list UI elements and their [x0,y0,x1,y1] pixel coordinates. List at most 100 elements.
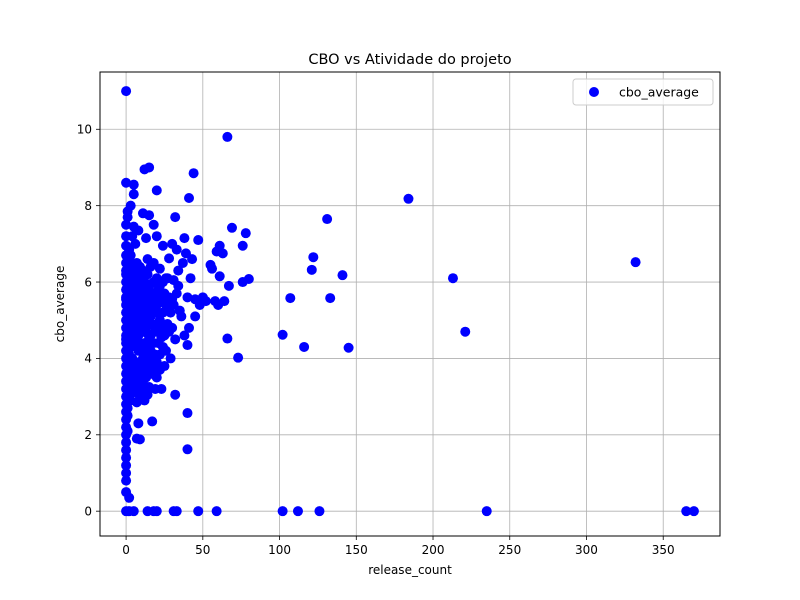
data-point [122,403,133,414]
data-point [121,467,132,478]
data-point [142,296,153,307]
data-point [156,383,167,394]
data-point [157,307,168,318]
data-point [151,372,162,383]
data-point [211,506,222,517]
data-point [128,506,139,517]
data-point [121,437,132,448]
legend: cbo_average [572,78,714,106]
data-point [121,460,132,471]
data-point [141,233,152,244]
data-point [128,179,139,190]
data-point [207,263,218,274]
data-point [121,414,132,425]
data-point [160,345,171,356]
x-tick-label: 300 [575,543,598,557]
data-point [148,361,159,372]
data-point [222,333,233,344]
data-point [190,311,201,322]
data-point [176,311,187,322]
data-point [173,265,184,276]
grid [100,72,720,536]
data-point [481,506,492,517]
data-point [128,189,139,200]
data-point [164,292,175,303]
x-tick-label: 0 [122,543,130,557]
data-point [185,273,196,284]
data-point [179,330,190,341]
data-point [173,280,184,291]
data-point [121,231,132,242]
data-point [122,212,133,223]
data-point [193,235,204,246]
data-point [681,506,692,517]
data-point [277,506,288,517]
data-point [214,271,225,282]
data-point [121,429,132,440]
data-point [160,299,171,310]
x-axis-title: release_count [368,563,452,577]
data-point [131,397,142,408]
data-point [121,219,132,230]
y-tick-label: 10 [77,123,92,137]
data-point [121,422,132,433]
data-point [285,293,296,304]
data-point [343,342,354,353]
data-point [170,334,181,345]
data-point [630,257,641,268]
data-point [142,269,153,280]
data-point [144,210,155,221]
legend-box [572,78,714,106]
data-point [165,353,176,364]
data-point [165,307,176,318]
legend-marker [589,87,599,97]
data-point [277,329,288,340]
data-point [403,193,414,204]
data-point [167,322,178,333]
data-point [171,288,182,299]
x-tick-label: 100 [268,543,291,557]
axis-ticks: 0 50 100 150 200 250 300 350 0 2 4 6 8 10 [77,123,675,557]
data-point [184,193,195,204]
y-tick-label: 8 [84,199,92,213]
data-point [168,299,179,310]
data-point [151,506,162,517]
x-tick-label: 150 [345,543,368,557]
data-point [134,261,145,272]
data-point [292,506,303,517]
data-point [139,395,150,406]
y-tick-label: 2 [84,428,92,442]
data-point [314,506,325,517]
y-tick-label: 4 [84,352,92,366]
data-point [222,131,233,142]
data-point [200,296,211,307]
data-points [121,86,699,517]
data-point [139,164,150,175]
data-point [162,273,173,284]
data-point [124,492,135,503]
y-tick-label: 0 [84,504,92,518]
data-point [223,280,234,291]
data-point [136,383,147,394]
data-point [170,389,181,400]
data-point [187,254,198,265]
data-point [182,444,193,455]
data-point [151,185,162,196]
data-point [233,352,244,363]
data-point [337,270,348,281]
legend-label: cbo_average [619,85,699,100]
chart-title: CBO vs Atividade do projeto [308,52,511,68]
data-point [121,177,132,188]
data-point [177,257,188,268]
x-tick-label: 50 [195,543,210,557]
y-axis-title: cbo_average [53,266,67,343]
data-point [171,506,182,517]
data-point [147,416,158,427]
data-point [151,231,162,242]
data-point [240,228,251,239]
data-point [154,263,165,274]
data-point [125,250,136,261]
data-point [148,219,159,230]
data-point [688,506,699,517]
